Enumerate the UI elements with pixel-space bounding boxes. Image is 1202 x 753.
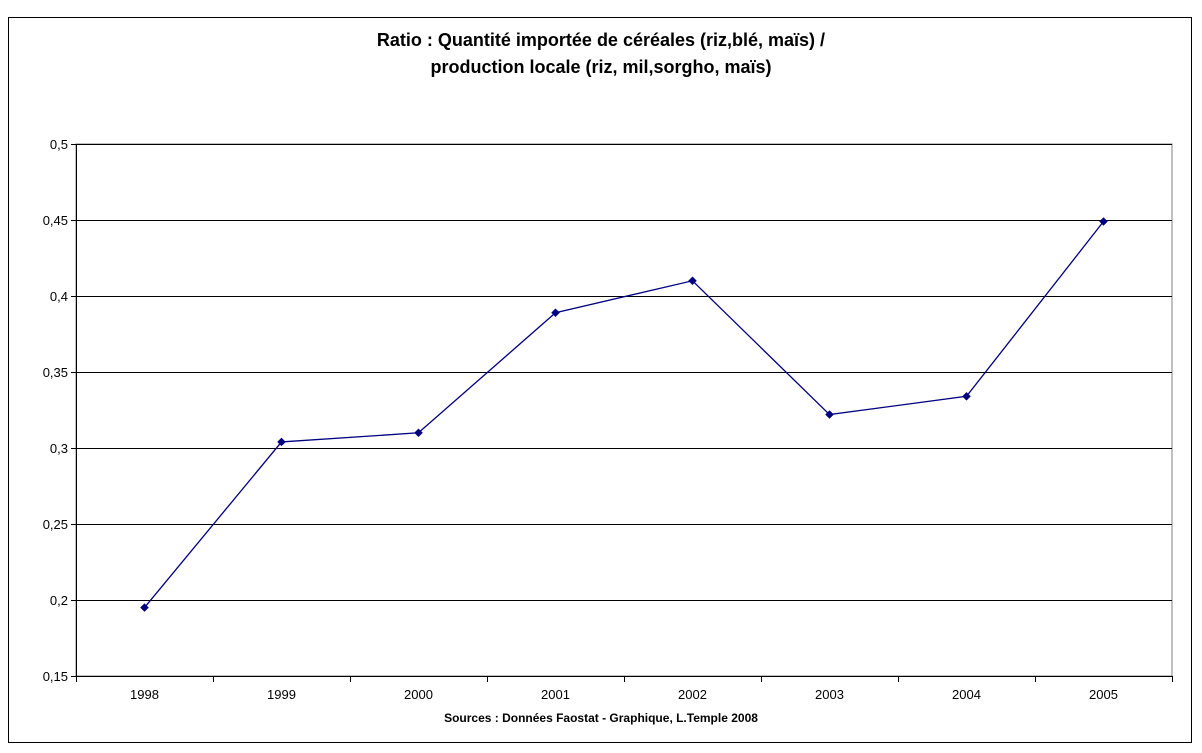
x-tick-label: 2004	[952, 687, 981, 702]
y-tick-label: 0,25	[43, 517, 68, 532]
chart-title-line-2: production locale (riz, mil,sorgho, maïs…	[430, 57, 772, 77]
data-point	[277, 437, 286, 447]
data-point	[414, 428, 423, 438]
data-point	[1099, 217, 1108, 226]
data-point	[551, 308, 560, 318]
y-tick-label: 0,5	[50, 137, 68, 152]
y-tick-label: 0,15	[43, 669, 68, 684]
y-tick-label: 0,3	[50, 441, 68, 456]
data-point	[825, 410, 834, 419]
x-tick-label: 1999	[267, 687, 296, 702]
x-axis-label: Sources : Données Faostat - Graphique, L…	[444, 711, 758, 725]
y-tick-label: 0,35	[43, 365, 68, 380]
x-tick-label: 2001	[541, 687, 570, 702]
series-line	[143, 221, 1105, 609]
x-tick-label: 2002	[678, 687, 707, 702]
chart-title: Ratio : Quantité importée de céréales (r…	[0, 27, 1202, 81]
data-point	[140, 603, 149, 612]
x-tick-label: 2005	[1089, 687, 1118, 702]
x-tick-label: 2000	[404, 687, 433, 702]
x-tick-label: 1998	[130, 687, 159, 702]
y-tick-label: 0,45	[43, 213, 68, 228]
plot-area	[75, 143, 1173, 677]
data-point	[962, 391, 971, 401]
chart-title-line-1: Ratio : Quantité importée de céréales (r…	[376, 30, 826, 50]
x-tick-label: 2003	[815, 687, 844, 702]
y-tick-label: 0,4	[50, 289, 68, 304]
y-tick-label: 0,2	[50, 593, 68, 608]
data-point	[688, 276, 697, 286]
